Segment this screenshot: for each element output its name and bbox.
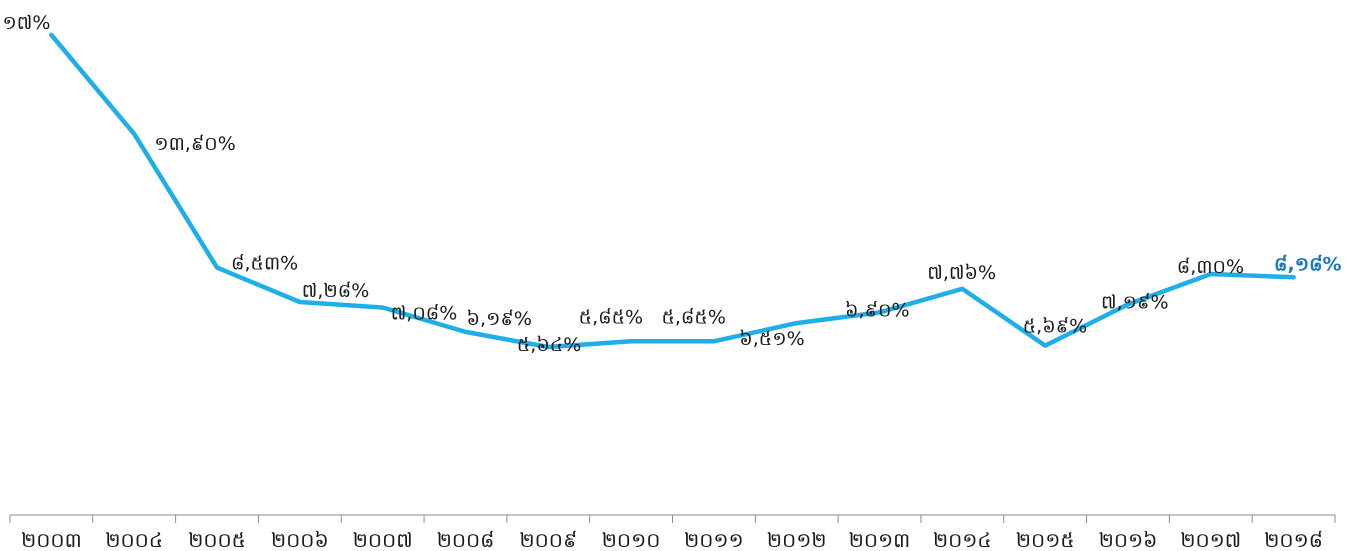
series-line <box>49 32 1296 350</box>
x-tick-label: ២០១០ <box>602 528 661 551</box>
data-label: ៧,១៩% <box>1101 291 1169 313</box>
data-label: ៨,១៨% <box>1274 253 1342 275</box>
x-tick-label: ២០១៧ <box>1180 528 1241 551</box>
x-tick-label: ២០០៤ <box>105 528 163 551</box>
x-tick-label: ២០១៣ <box>849 528 911 551</box>
data-label: ៧,២៨% <box>302 280 370 302</box>
data-label: ១៣,៩០% <box>154 133 236 155</box>
data-label: ៨,៣០% <box>1177 256 1244 278</box>
data-label: ១៧% <box>2 12 50 34</box>
x-tick-label: ២០១១ <box>684 528 744 551</box>
x-tick-label: ២០១៨ <box>1264 528 1323 551</box>
data-label: ៥,៦៩% <box>1023 316 1087 338</box>
x-tick-labels: ២០០៣ ២០០៤ ២០០៥ ២០០៦ ២០០៧ ២០០៨ ២០០៩ ២០១០ ២០១១ ២០១២… <box>21 528 1323 551</box>
x-tick-label: ២០០៦ <box>271 528 329 551</box>
x-tick-label: ២០០៥ <box>188 528 246 551</box>
data-label: ៧,០៨% <box>391 303 458 325</box>
series-line-group <box>49 32 1296 350</box>
data-label: ៥,៨៥% <box>661 306 725 328</box>
data-labels: ១៧% ១៣,៩០% ៨,៥៣%៧,២៨% ៧,០៨% ៦,១៩% ៥,៦៤% ៥,៨៥% ៥… <box>2 12 1341 356</box>
x-tick-label: ២០០៧ <box>353 528 413 551</box>
data-label: ៧,៧៦% <box>927 262 996 284</box>
x-axis <box>9 514 1336 523</box>
data-label: ៨,៥៣% <box>231 253 298 275</box>
data-label: ៦,៥១% <box>739 328 804 350</box>
x-tick-label: ២០១២ <box>767 528 827 551</box>
x-tick-label: ២០០៨ <box>437 528 495 551</box>
x-tick-label: ២០១៦ <box>1099 528 1158 551</box>
x-tick-label: ២០០៩ <box>519 528 577 551</box>
x-tick-label: ២០១៤ <box>933 528 992 551</box>
data-label: ៦,៩០% <box>845 299 909 321</box>
x-tick-label: ២០០៣ <box>21 528 82 551</box>
data-label: ៦,១៩% <box>467 308 532 330</box>
data-label: ៥,៨៥% <box>579 306 643 328</box>
x-tick-label: ២០១៥ <box>1016 528 1075 551</box>
data-label: ៥,៦៤% <box>517 334 581 356</box>
